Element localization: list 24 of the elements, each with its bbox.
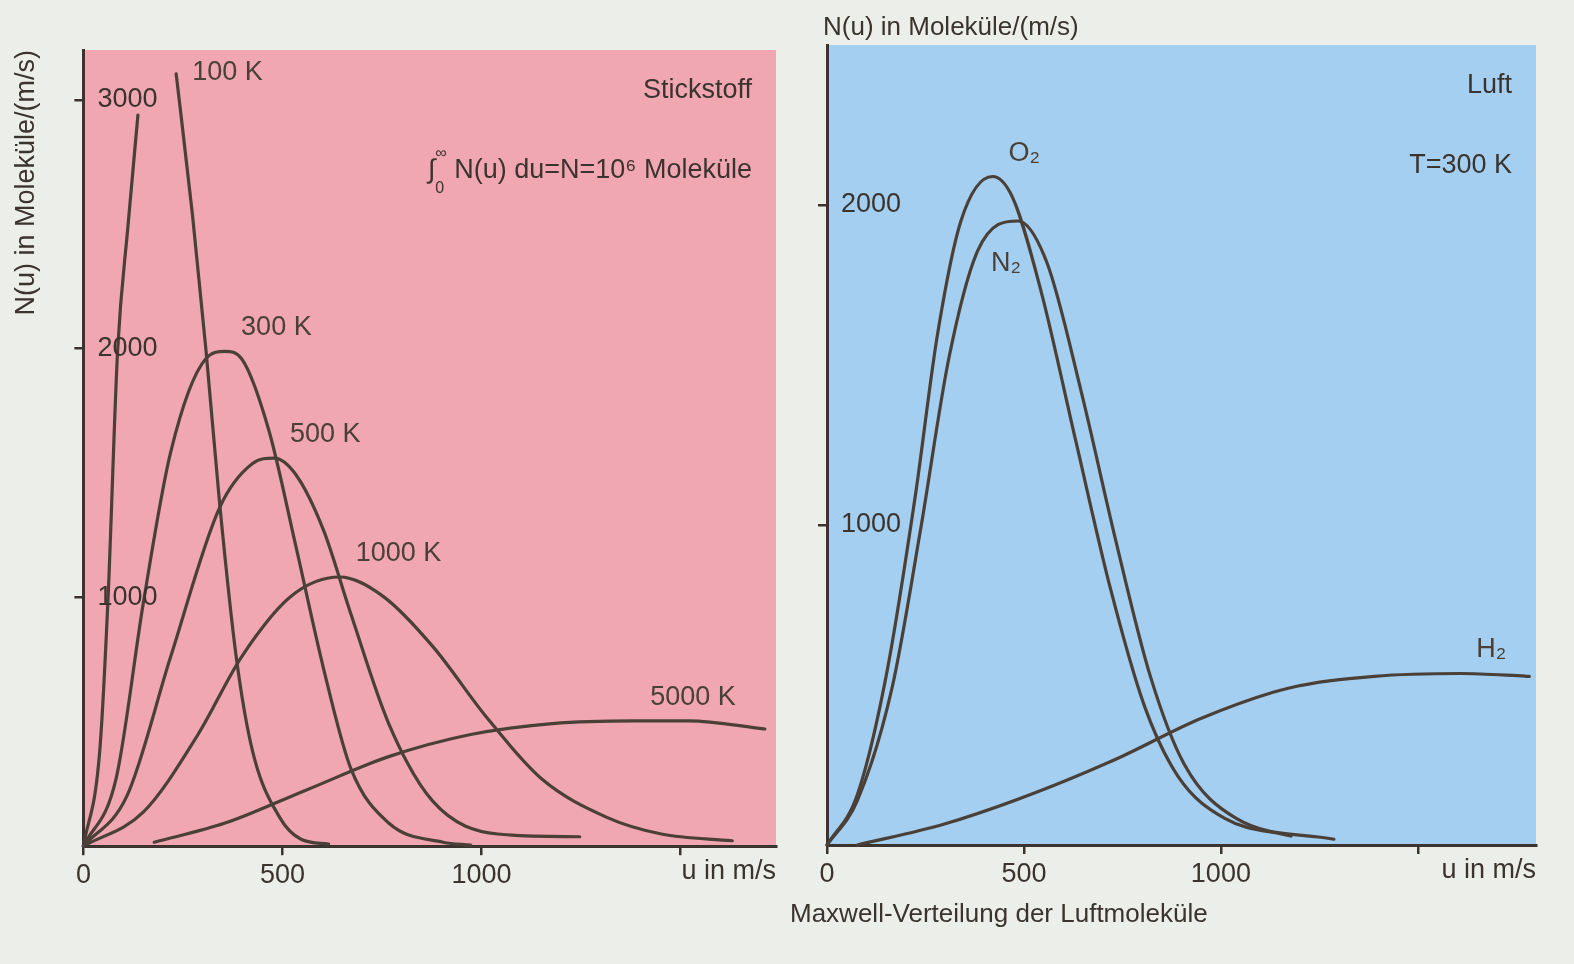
- series-label: 500 K: [290, 418, 361, 449]
- y-tick-label: 2000: [841, 188, 902, 219]
- x-axis-title: u in m/s: [681, 855, 776, 886]
- annotation: Luft: [1466, 69, 1513, 99]
- y-tick-label: 3000: [97, 83, 158, 114]
- y-axis-title: N(u) in Moleküle/(m/s): [823, 11, 1079, 42]
- annotation: Stickstoff: [642, 74, 753, 104]
- x-tick-label: 1000: [1190, 857, 1251, 888]
- x-tick-label: 1000: [451, 858, 512, 889]
- x-axis-title: u in m/s: [1441, 854, 1536, 885]
- y-axis-title: N(u) in Moleküle/(m/s): [9, 50, 40, 316]
- x-tick-label: 500: [259, 858, 305, 889]
- series-label: H₂: [1476, 633, 1507, 664]
- series-label: O₂: [1008, 136, 1040, 167]
- annotation: T=300 K: [1409, 149, 1513, 179]
- x-tick-label: 500: [1001, 857, 1047, 888]
- x-tick-label: 0: [819, 857, 835, 888]
- series-label: 300 K: [241, 311, 312, 342]
- series-label: 1000 K: [355, 536, 442, 567]
- series-label: N₂: [991, 247, 1022, 277]
- series-label: 100 K: [192, 56, 263, 86]
- x-tick-label: 0: [75, 858, 91, 889]
- series-label: 5000 K: [650, 680, 736, 711]
- text: Maxwell-Verteilung der Luftmoleküle: [790, 897, 1208, 928]
